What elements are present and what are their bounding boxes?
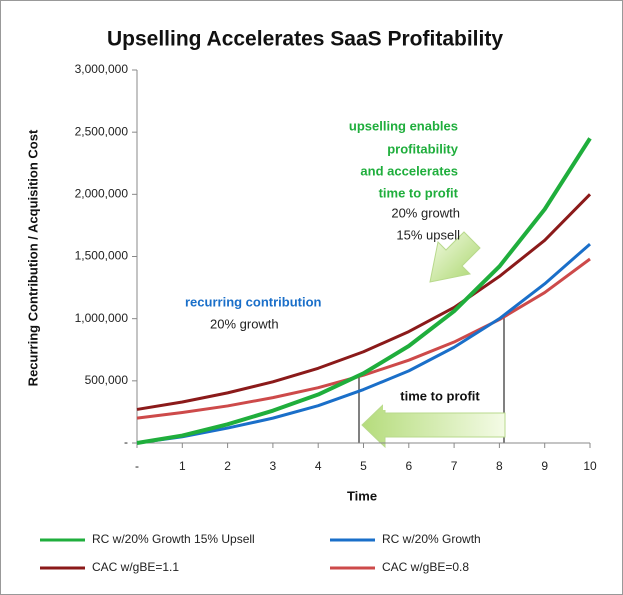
legend-label: RC w/20% Growth 15% Upsell bbox=[92, 532, 255, 546]
x-tick-label: 7 bbox=[451, 459, 458, 473]
y-tick-label: 500,000 bbox=[85, 373, 129, 387]
callout-arrow bbox=[361, 401, 506, 449]
annotation: time to profit bbox=[400, 388, 480, 403]
legend-label: CAC w/gBE=0.8 bbox=[382, 560, 469, 574]
x-tick-label: 9 bbox=[541, 459, 548, 473]
series-line bbox=[136, 193, 592, 411]
y-tick-label: 2,500,000 bbox=[75, 124, 129, 138]
x-tick-label: 6 bbox=[405, 459, 412, 473]
x-tick-label: 10 bbox=[583, 459, 597, 473]
legend-label: CAC w/gBE=1.1 bbox=[92, 560, 179, 574]
annotation: 20% growth bbox=[210, 316, 279, 331]
series-line bbox=[136, 242, 591, 445]
y-tick-label: 1,500,000 bbox=[75, 249, 129, 263]
annotation: upselling enables bbox=[349, 118, 458, 133]
x-tick-label: 5 bbox=[360, 459, 367, 473]
y-tick-label: 2,000,000 bbox=[75, 187, 129, 201]
x-axis-title: Time bbox=[347, 488, 377, 503]
x-tick-label: - bbox=[135, 459, 139, 473]
annotation: 20% growth bbox=[391, 205, 460, 220]
annotation: 15% upsell bbox=[396, 227, 460, 242]
y-tick-label: - bbox=[124, 435, 128, 449]
x-tick-label: 8 bbox=[496, 459, 503, 473]
chart-title: Upselling Accelerates SaaS Profitability bbox=[107, 28, 503, 51]
annotation: profitability bbox=[387, 141, 459, 156]
x-tick-label: 3 bbox=[270, 459, 277, 473]
label-box bbox=[383, 384, 498, 410]
legend-label: RC w/20% Growth bbox=[382, 532, 481, 546]
annotation: and accelerates bbox=[360, 163, 458, 178]
annotation: time to profit bbox=[379, 185, 459, 200]
y-tick-label: 3,000,000 bbox=[75, 62, 129, 76]
x-tick-label: 4 bbox=[315, 459, 322, 473]
x-tick-label: 2 bbox=[224, 459, 231, 473]
series-line bbox=[136, 137, 592, 445]
y-tick-label: 1,000,000 bbox=[75, 311, 129, 325]
callout-arrow bbox=[429, 231, 481, 283]
x-tick-label: 1 bbox=[179, 459, 186, 473]
y-axis-title: Recurring Contribution / Acquisition Cos… bbox=[25, 129, 40, 386]
annotation: recurring contribution bbox=[185, 294, 322, 309]
